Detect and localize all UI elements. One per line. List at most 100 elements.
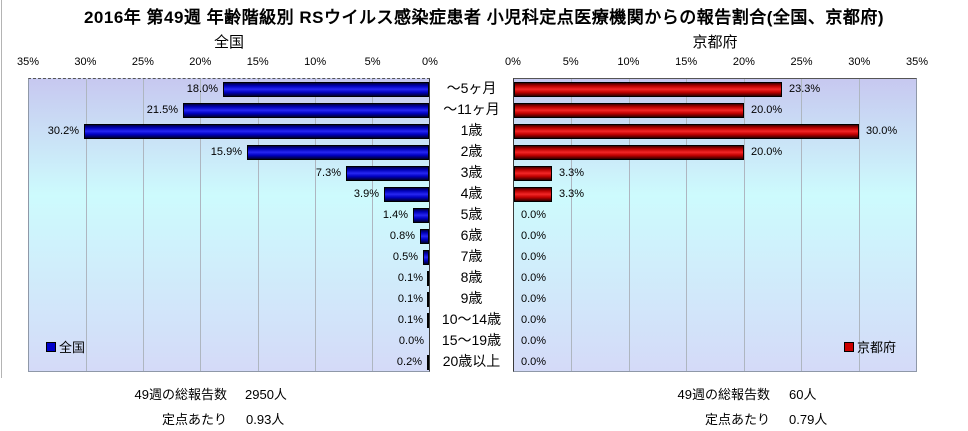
left-bar-5歳 xyxy=(413,208,429,223)
left-bar-2歳 xyxy=(247,145,429,160)
left-bar-value-label: 1.4% xyxy=(382,209,408,221)
axis-tick-label: 20% xyxy=(189,56,212,68)
gridline xyxy=(143,79,144,371)
gridline xyxy=(258,79,259,371)
category-label-4歳: 4歳 xyxy=(460,185,483,201)
footer-left-per-label: 定点あたり xyxy=(161,412,227,427)
left-bar-value-label: 0.1% xyxy=(397,314,423,326)
footer-left-total-label: 49週の総報告数 xyxy=(134,387,227,402)
axis-tick-label: 5% xyxy=(364,56,381,68)
right-bar-value-label: 0.0% xyxy=(521,209,547,221)
footer-right-per-label: 定点あたり xyxy=(704,412,770,427)
left-bar-8歳 xyxy=(427,271,429,286)
footer-left-total-value: 2950人 xyxy=(245,387,287,402)
footer-right-total-value: 60人 xyxy=(789,387,817,402)
left-bar-value-label: 0.8% xyxy=(389,230,415,242)
right-bar-value-label: 23.3% xyxy=(789,83,821,95)
left-bar-7歳 xyxy=(423,250,429,265)
left-bar-20歳以上 xyxy=(427,355,429,370)
category-label-2歳: 2歳 xyxy=(460,143,483,159)
category-label-20歳以上: 20歳以上 xyxy=(442,353,501,369)
gridline xyxy=(859,79,860,371)
left-bar-value-label: 0.1% xyxy=(397,272,423,284)
legend-label: 京都府 xyxy=(856,340,896,355)
axis-tick-label: 0% xyxy=(422,56,438,68)
category-label-6歳: 6歳 xyxy=(460,227,483,243)
right-bar-2歳 xyxy=(514,145,744,160)
left-bar-value-label: 15.9% xyxy=(210,146,242,158)
category-label-1歳: 1歳 xyxy=(460,122,483,138)
gridline xyxy=(86,79,87,371)
left-bar-〜5ヶ月 xyxy=(223,82,429,97)
gridline xyxy=(801,79,802,371)
axis-tick-label: 0% xyxy=(505,56,521,68)
right-bar-value-label: 0.0% xyxy=(521,272,547,284)
gridline xyxy=(200,79,201,371)
category-label-3歳: 3歳 xyxy=(460,164,483,180)
left-bar-4歳 xyxy=(384,187,429,202)
left-bar-3歳 xyxy=(346,166,429,181)
category-label-8歳: 8歳 xyxy=(460,269,483,285)
left-bar-value-label: 0.1% xyxy=(397,293,423,305)
axis-tick-label: 25% xyxy=(790,56,813,68)
category-label-5歳: 5歳 xyxy=(460,206,483,222)
left-bar-10〜14歳 xyxy=(427,313,429,328)
gridline xyxy=(629,79,630,371)
left-bar-value-label: 0.2% xyxy=(396,356,422,368)
left-bar-value-label: 7.3% xyxy=(315,167,341,179)
footer-right-total-label: 49週の総報告数 xyxy=(677,387,770,402)
category-label-10〜14歳: 10〜14歳 xyxy=(441,311,502,327)
right-bar-value-label: 3.3% xyxy=(559,188,585,200)
right-bar-value-label: 0.0% xyxy=(521,230,547,242)
gridline xyxy=(686,79,687,371)
axis-tick-label: 30% xyxy=(848,56,871,68)
left-frame-line xyxy=(1,0,2,378)
right-bar-value-label: 0.0% xyxy=(521,314,547,326)
axis-tick-label: 35% xyxy=(16,56,40,68)
legend-left: 全国 xyxy=(46,337,85,356)
gridline xyxy=(372,79,373,371)
axis-tick-label: 15% xyxy=(675,56,698,68)
right-bar-value-label: 0.0% xyxy=(521,251,547,263)
left-bar-6歳 xyxy=(420,229,429,244)
left-bar-value-label: 0.0% xyxy=(398,335,424,347)
category-label-15〜19歳: 15〜19歳 xyxy=(441,332,502,348)
subtitle-national: 全国 xyxy=(213,34,244,51)
right-bar-〜11ヶ月 xyxy=(514,103,744,118)
right-bar-value-label: 20.0% xyxy=(751,104,783,116)
axis-tick-label: 30% xyxy=(74,56,97,68)
legend-label: 全国 xyxy=(59,340,86,355)
right-bar-1歳 xyxy=(514,124,859,139)
left-bar-value-label: 21.5% xyxy=(146,104,178,116)
axis-tick-label: 10% xyxy=(617,56,640,68)
gridline xyxy=(744,79,745,371)
plot-left-national: 18.0% 21.5% 30.2% 15.9% 7.3% 3.9% 1.4% 0.8% 0.5%… xyxy=(28,78,430,372)
gridline xyxy=(571,79,572,371)
right-bar-value-label: 30.0% xyxy=(866,125,898,137)
axis-tick-label: 20% xyxy=(732,56,755,68)
axis-tick-label: 5% xyxy=(562,56,579,68)
axis-tick-label: 25% xyxy=(131,56,154,68)
left-bar-value-label: 30.2% xyxy=(47,125,79,137)
right-bar-value-label: 3.3% xyxy=(559,167,585,179)
left-bar-1歳 xyxy=(84,124,429,139)
left-bar-value-label: 18.0% xyxy=(186,83,218,95)
right-bar-value-label: 0.0% xyxy=(521,293,547,305)
axis-tick-label: 35% xyxy=(905,56,929,68)
right-bar-〜5ヶ月 xyxy=(514,82,782,97)
legend-right: 京都府 xyxy=(843,337,896,356)
right-bar-value-label: 20.0% xyxy=(751,146,783,158)
category-label-9歳: 9歳 xyxy=(460,290,483,306)
left-bar-9歳 xyxy=(427,292,429,307)
chart-title: 2016年 第49週 年齢階級別 RSウイルス感染症患者 小児科定点医療機関から… xyxy=(83,8,885,27)
right-bar-value-label: 0.0% xyxy=(521,335,547,347)
category-label-〜11ヶ月: 〜11ヶ月 xyxy=(443,101,500,117)
legend-swatch-icon xyxy=(46,341,56,352)
left-bar-〜11ヶ月 xyxy=(183,103,429,118)
gridline xyxy=(315,79,316,371)
footer-left-per-value: 0.93人 xyxy=(246,412,285,427)
left-bar-value-label: 0.5% xyxy=(392,251,418,263)
legend-swatch-icon xyxy=(843,341,854,352)
category-label-7歳: 7歳 xyxy=(460,248,483,264)
